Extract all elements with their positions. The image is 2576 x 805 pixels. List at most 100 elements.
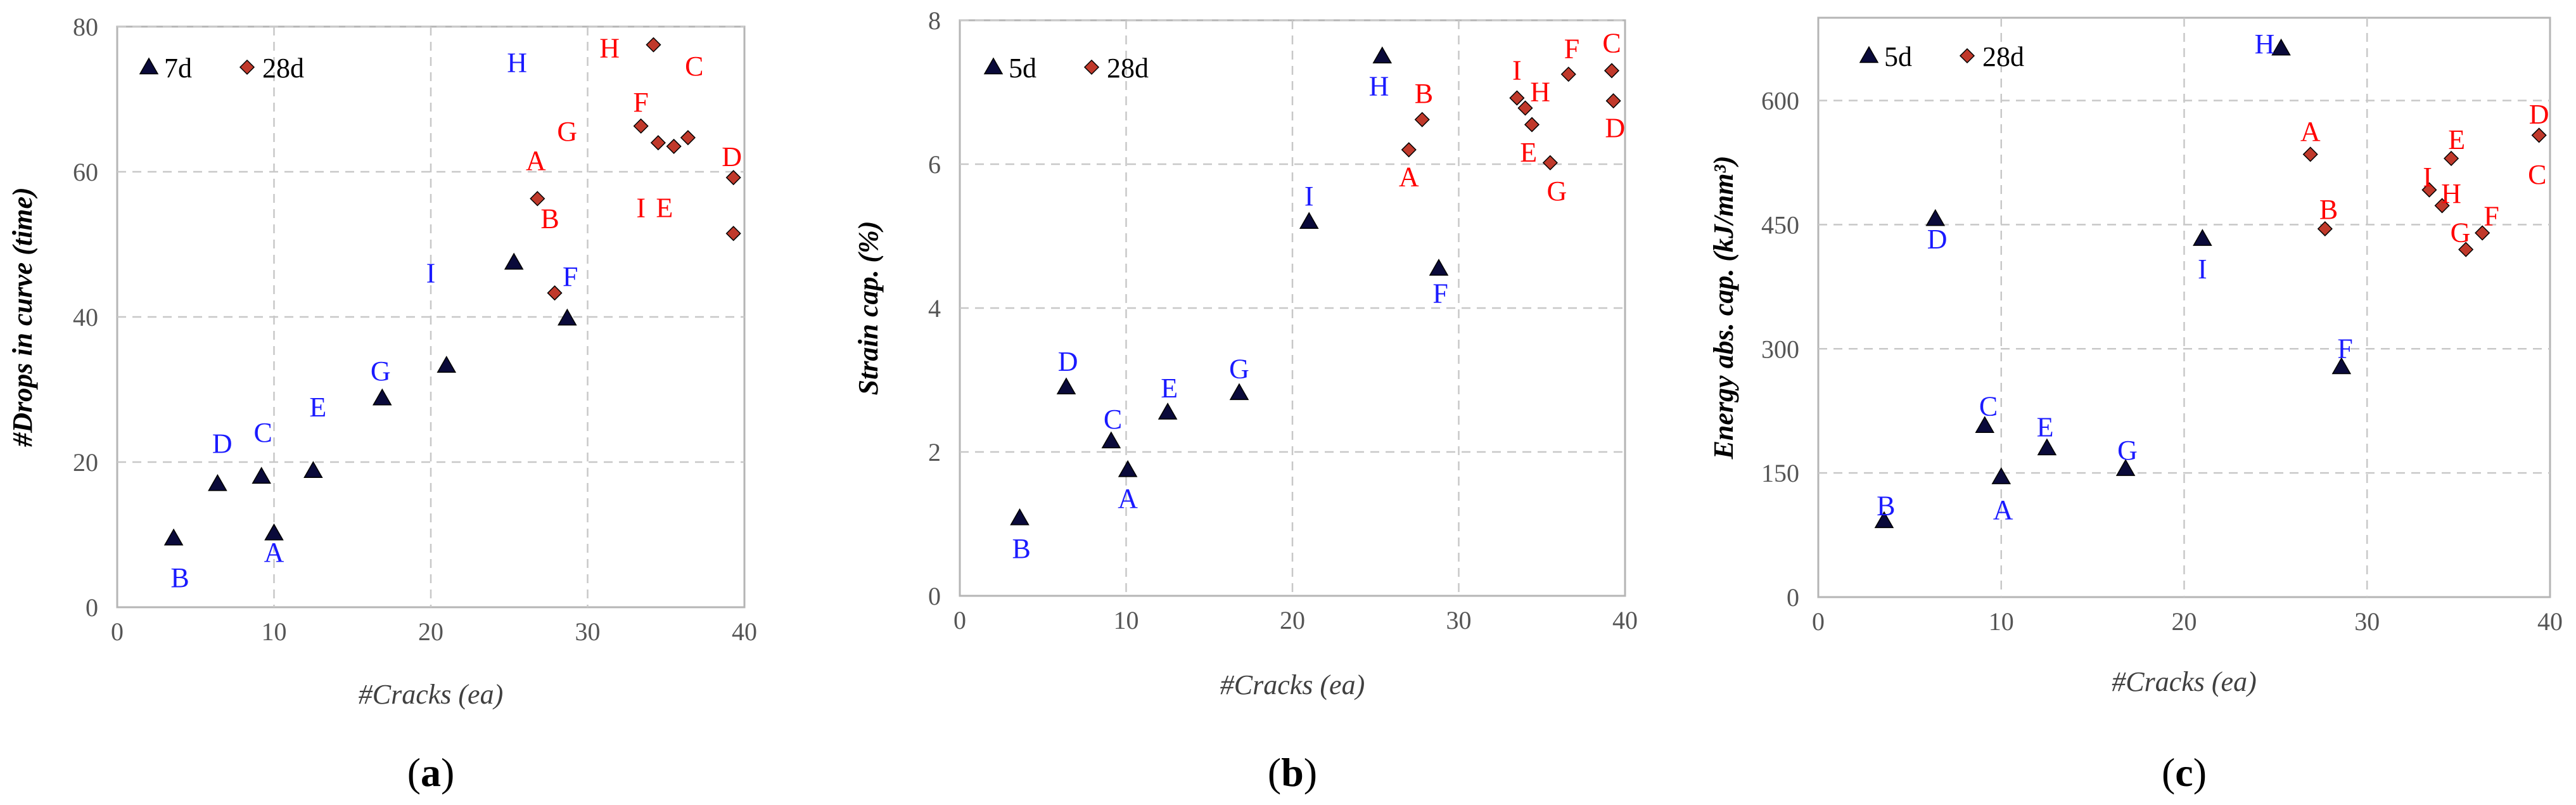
data-point (1560, 67, 1576, 82)
data-point (163, 528, 184, 546)
point-label: G (371, 356, 391, 387)
data-point (633, 118, 649, 134)
legend: 5d 28d (1859, 41, 2024, 72)
data-point (1229, 383, 1249, 401)
data-point (1157, 402, 1178, 420)
data-point (2317, 221, 2333, 237)
legend: 5d 28d (983, 53, 1149, 84)
data-point (680, 130, 696, 146)
x-tick-label: 30 (1446, 606, 1472, 634)
point-label: D (212, 428, 233, 459)
y-tick-label: 4 (928, 294, 941, 323)
panel-caption-letter: b (1281, 750, 1304, 795)
data-point (1605, 93, 1621, 109)
point-label: G (557, 116, 577, 147)
y-tick-label: 6 (928, 150, 941, 179)
x-tick-label: 10 (1989, 607, 2014, 636)
legend: 7d 28d (139, 53, 304, 84)
point-label: F (1432, 278, 1448, 309)
data-point (1517, 100, 1533, 116)
chart-panel-b: 0 10 20 30 40 0 2 4 6 8 #Cracks (ea) Strain cap. (%… (853, 6, 1638, 795)
data-point (1524, 117, 1540, 132)
panel-caption-paren-close: ) (1304, 750, 1317, 795)
point-label: A (264, 537, 284, 568)
data-point (1975, 416, 1995, 433)
point-label: A (526, 145, 546, 176)
point-label: I (426, 257, 436, 288)
panel-caption: (a) (407, 750, 455, 795)
data-point (437, 356, 457, 373)
data-point (2475, 225, 2490, 241)
x-tick-label: 10 (1114, 606, 1139, 634)
x-axis-title: #Cracks (ea) (1220, 669, 1365, 700)
data-point (646, 37, 661, 53)
panel-caption-paren-open: ( (2162, 750, 2175, 795)
series-28d: H C G F AB D I E (526, 32, 742, 301)
data-point (2331, 357, 2352, 375)
point-label: A (1118, 483, 1138, 514)
point-label: A (2300, 116, 2321, 147)
point-label: B (170, 562, 189, 593)
data-point (1414, 112, 1430, 127)
point-label: F (2484, 200, 2499, 231)
panel-caption-letter: c (2175, 750, 2193, 795)
data-point (2193, 229, 2212, 246)
point-label: C (2528, 159, 2546, 190)
point-label: G (1229, 353, 1249, 384)
legend-label: 28d (1107, 53, 1149, 84)
data-point (1299, 212, 1319, 229)
point-label: H (2255, 29, 2275, 60)
point-label: H (507, 47, 527, 78)
point-label: H (2441, 178, 2461, 209)
panel-caption-letter: a (421, 750, 441, 795)
point-label: B (2319, 194, 2338, 225)
legend-marker (239, 59, 255, 75)
data-point (1056, 377, 1076, 395)
point-label: E (309, 392, 326, 423)
data-point (1401, 142, 1417, 158)
y-tick-label: 150 (1761, 459, 1799, 487)
point-label: E (656, 192, 673, 223)
point-label: F (633, 87, 648, 118)
point-label: E (2037, 411, 2054, 442)
point-label: D (2529, 99, 2549, 130)
point-label: A (1399, 161, 1419, 192)
data-point (725, 226, 741, 242)
data-point (1925, 209, 1946, 226)
data-point (725, 170, 741, 186)
point-label: I (2198, 254, 2207, 285)
x-tick-label: 0 (1812, 607, 1825, 636)
y-tick-label: 0 (1787, 583, 1799, 612)
legend-marker (1959, 48, 1975, 64)
y-tick-label: 8 (928, 6, 941, 35)
data-point (1118, 460, 1138, 477)
point-label: H (1530, 77, 1550, 108)
data-point (372, 388, 392, 406)
x-axis-title: #Cracks (ea) (2112, 666, 2257, 697)
y-tick-label: 450 (1761, 210, 1799, 239)
x-tick-label: 20 (418, 617, 443, 646)
x-tick-label: 40 (1612, 606, 1638, 634)
x-tick-label: 40 (732, 617, 757, 646)
y-axis-title: Strain cap. (%) (853, 221, 884, 396)
y-axis-title: #Drops in curve (time) (7, 187, 38, 447)
y-tick-label: 80 (73, 13, 98, 41)
y-tick-label: 2 (928, 438, 941, 467)
legend-label: 28d (1982, 41, 2024, 72)
data-point (1991, 467, 2012, 484)
legend-marker (1859, 46, 1879, 63)
y-tick-label: 40 (73, 303, 98, 332)
y-axis-title: Energy abs. cap. (kJ/mm³) (1708, 156, 1739, 460)
data-point (2115, 459, 2136, 476)
point-label: G (2451, 217, 2471, 248)
data-point (2037, 438, 2057, 456)
x-axis-title: #Cracks (ea) (359, 679, 504, 710)
data-point (547, 285, 563, 301)
point-label: G (1546, 176, 1567, 207)
panel-caption-paren-open: ( (1268, 750, 1281, 795)
point-label: F (563, 261, 578, 292)
point-label: E (2448, 124, 2465, 155)
panel-caption-paren-open: ( (407, 750, 421, 795)
point-label: C (1602, 27, 1621, 58)
